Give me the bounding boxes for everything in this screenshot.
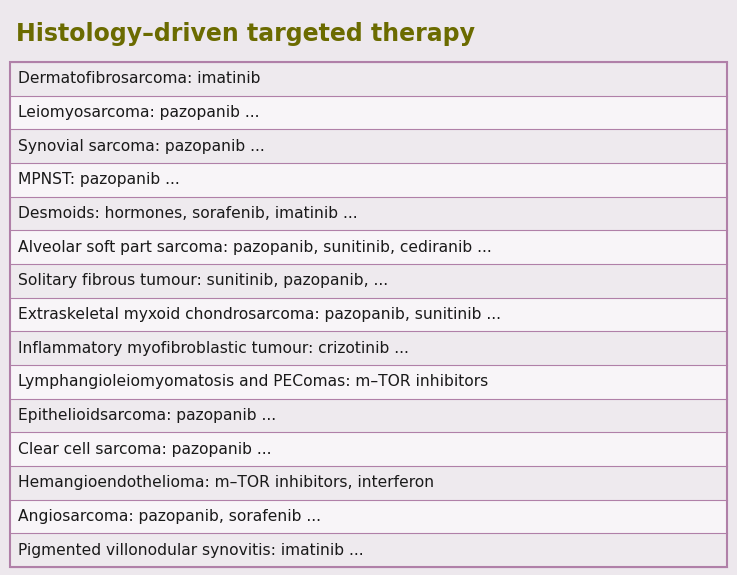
Text: Desmoids: hormones, sorafenib, imatinib ...: Desmoids: hormones, sorafenib, imatinib …: [18, 206, 357, 221]
Bar: [10, 264, 727, 298]
Text: MPNST: pazopanib ...: MPNST: pazopanib ...: [18, 172, 180, 187]
Bar: [10, 365, 727, 398]
Text: Leiomyosarcoma: pazopanib ...: Leiomyosarcoma: pazopanib ...: [18, 105, 259, 120]
Text: Histology–driven targeted therapy: Histology–driven targeted therapy: [16, 22, 475, 46]
Bar: [10, 197, 727, 231]
Text: Alveolar soft part sarcoma: pazopanib, sunitinib, cediranib ...: Alveolar soft part sarcoma: pazopanib, s…: [18, 240, 492, 255]
Text: Extraskeletal myxoid chondrosarcoma: pazopanib, sunitinib ...: Extraskeletal myxoid chondrosarcoma: paz…: [18, 307, 501, 322]
Bar: [10, 466, 727, 500]
Bar: [10, 163, 727, 197]
Bar: [10, 231, 727, 264]
Bar: [10, 298, 727, 331]
Bar: [10, 398, 727, 432]
Bar: [10, 432, 727, 466]
Bar: [10, 331, 727, 365]
Bar: [10, 129, 727, 163]
Text: Clear cell sarcoma: pazopanib ...: Clear cell sarcoma: pazopanib ...: [18, 442, 271, 457]
Text: Hemangioendothelioma: m–TOR inhibitors, interferon: Hemangioendothelioma: m–TOR inhibitors, …: [18, 476, 434, 490]
Text: Dermatofibrosarcoma: imatinib: Dermatofibrosarcoma: imatinib: [18, 71, 260, 86]
Bar: [10, 62, 727, 567]
Text: Lymphangioleiomyomatosis and PEComas: m–TOR inhibitors: Lymphangioleiomyomatosis and PEComas: m–…: [18, 374, 488, 389]
Text: Solitary fibrous tumour: sunitinib, pazopanib, ...: Solitary fibrous tumour: sunitinib, pazo…: [18, 273, 388, 288]
Text: Synovial sarcoma: pazopanib ...: Synovial sarcoma: pazopanib ...: [18, 139, 265, 154]
Text: Pigmented villonodular synovitis: imatinib ...: Pigmented villonodular synovitis: imatin…: [18, 543, 363, 558]
Text: Epithelioidsarcoma: pazopanib ...: Epithelioidsarcoma: pazopanib ...: [18, 408, 276, 423]
Text: Angiosarcoma: pazopanib, sorafenib ...: Angiosarcoma: pazopanib, sorafenib ...: [18, 509, 321, 524]
Bar: [10, 95, 727, 129]
Bar: [10, 534, 727, 567]
Bar: [10, 62, 727, 95]
Text: Inflammatory myofibroblastic tumour: crizotinib ...: Inflammatory myofibroblastic tumour: cri…: [18, 340, 409, 356]
Bar: [10, 500, 727, 534]
